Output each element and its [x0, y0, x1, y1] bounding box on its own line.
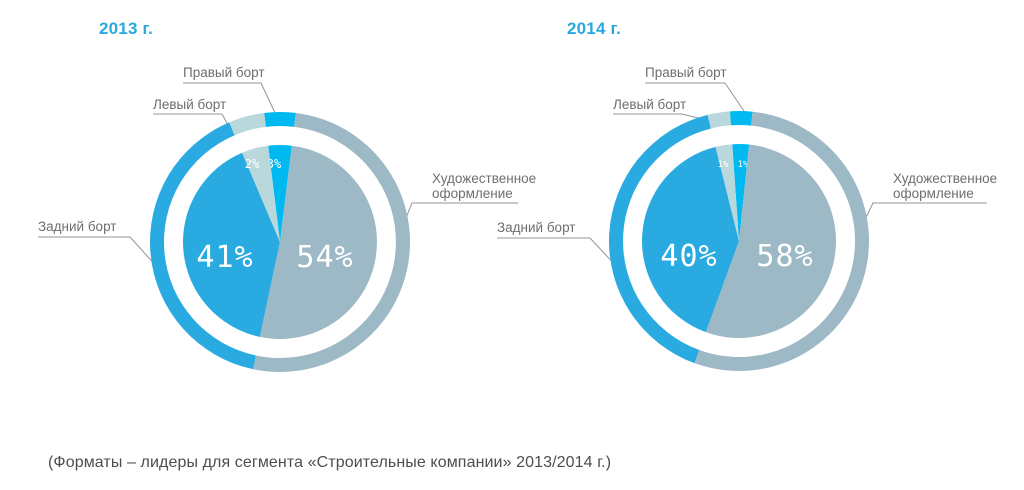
- leader-line: [860, 202, 987, 229]
- slice-percent-label: 1%: [738, 160, 749, 170]
- slice-percent-label: 58%: [756, 239, 813, 274]
- pie-slice: [182, 152, 280, 337]
- callout-rear-board-2013: Задний борт: [38, 219, 117, 234]
- leader-line: [497, 237, 619, 269]
- slice-percent-label: 1%: [718, 160, 729, 170]
- callout-rear-board-2014: Задний борт: [497, 220, 576, 235]
- pie-chart-2013: 3%54%41%2%: [149, 112, 411, 373]
- slice-percent-label: 54%: [296, 240, 353, 275]
- ring-segment: [149, 122, 256, 370]
- callout-right-board-2013: Правый борт: [183, 65, 265, 80]
- pie-slice: [641, 146, 739, 333]
- chart-title-2014: 2014 г.: [567, 19, 622, 38]
- ring-segment: [264, 112, 296, 127]
- pie-slice: [705, 144, 836, 338]
- pie-slice: [259, 145, 377, 339]
- callout-left-board-2014: Левый борт: [613, 97, 687, 112]
- ring-segment: [229, 112, 266, 136]
- callout-artwork-2013: Художественное оформление: [432, 171, 537, 201]
- ring-segment: [608, 114, 711, 364]
- pie-chart-2014: 1% 58% 40% 1%: [608, 111, 869, 371]
- ring-segment: [729, 111, 753, 126]
- pie-slice: [242, 145, 280, 242]
- pie-slice: [268, 144, 292, 242]
- callout-artwork-2014: Художественное оформление: [893, 171, 998, 201]
- pie-slice: [715, 144, 739, 241]
- pie-slice: [732, 144, 750, 241]
- slice-percent-label: 2%: [245, 157, 260, 171]
- callout-right-board-2014: Правый борт: [645, 65, 727, 80]
- slice-percent-label: 41%: [196, 240, 253, 275]
- chart-title-2013: 2013 г.: [99, 19, 154, 38]
- ring-segment: [707, 111, 731, 129]
- figure-caption: (Форматы – лидеры для сегмента «Строител…: [48, 454, 612, 471]
- callout-left-board-2013: Левый борт: [153, 97, 227, 112]
- leader-line: [38, 236, 159, 269]
- slice-percent-label: 40%: [660, 239, 717, 274]
